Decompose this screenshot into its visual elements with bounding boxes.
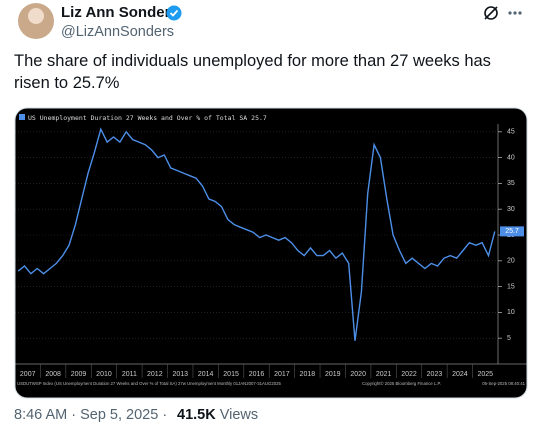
source-note: USDUTWSP Index (US Unemployment Duration… xyxy=(17,381,282,386)
media-border xyxy=(14,107,528,399)
view-label: Views xyxy=(220,407,258,423)
y-tick-label: 20 xyxy=(507,258,515,265)
x-tick-label: 2009 xyxy=(71,371,87,378)
x-tick-label: 2023 xyxy=(427,371,443,378)
tweet-text: The share of individuals unemployed for … xyxy=(14,52,491,92)
x-tick-label: 2008 xyxy=(45,371,61,378)
verified-badge xyxy=(166,5,182,21)
x-tick-label: 2024 xyxy=(452,371,468,378)
series-line xyxy=(17,127,496,341)
x-tick-label: 2019 xyxy=(325,371,341,378)
x-tick-label: 2016 xyxy=(249,371,265,378)
chart-bg xyxy=(15,108,527,398)
x-tick-label: 2022 xyxy=(401,371,417,378)
y-tick-label: 45 xyxy=(507,129,515,136)
last-value-tag xyxy=(500,226,524,237)
x-tick-label: 2013 xyxy=(172,371,188,378)
y-tick-label: 40 xyxy=(507,154,515,161)
x-tick-label: 2010 xyxy=(96,371,112,378)
legend-swatch xyxy=(19,114,25,120)
legend-value: 25.7 xyxy=(251,114,267,122)
x-tick-label: 2017 xyxy=(274,371,290,378)
author-handle[interactable]: @LizAnnSonders xyxy=(61,24,174,40)
grok-icon[interactable] xyxy=(484,6,498,20)
view-count: 41.5K xyxy=(177,407,216,423)
x-tick-label: 2025 xyxy=(478,371,494,378)
more-menu[interactable] xyxy=(508,11,522,15)
x-tick-label: 2011 xyxy=(122,371,137,378)
avatar-face xyxy=(28,8,44,24)
copyright-note: Copyright© 2025 Bloomberg Finance L.P. xyxy=(362,381,441,386)
timestamp-note: 05-Sep-2025 08:40:41 xyxy=(482,381,525,386)
y-tick-label: 5 xyxy=(507,335,511,342)
x-tick-label: 2015 xyxy=(223,371,239,378)
grok-slash xyxy=(484,6,498,20)
x-tick-label: 2012 xyxy=(147,371,163,378)
tweet-time[interactable]: 8:46 AM · Sep 5, 2025 · xyxy=(14,407,167,423)
x-tick-label: 2014 xyxy=(198,371,214,378)
x-tick-label: 2018 xyxy=(300,371,316,378)
legend-label: US Unemployment Duration 27 Weeks and Ov… xyxy=(28,114,247,122)
verified-check xyxy=(169,9,179,17)
last-value-label: 25.7 xyxy=(505,228,519,235)
y-tick-label: 15 xyxy=(507,283,515,290)
y-tick-label: 35 xyxy=(507,180,515,187)
x-tick-label: 2007 xyxy=(20,371,36,378)
y-tick-label: 10 xyxy=(507,309,515,316)
tweet-text-box: The share of individuals unemployed for … xyxy=(14,52,491,92)
author-name[interactable]: Liz Ann Sonders xyxy=(61,4,179,21)
x-tick-label: 2021 xyxy=(376,371,392,378)
x-tick-label: 2020 xyxy=(350,371,366,378)
y-tick-label: 30 xyxy=(507,206,515,213)
